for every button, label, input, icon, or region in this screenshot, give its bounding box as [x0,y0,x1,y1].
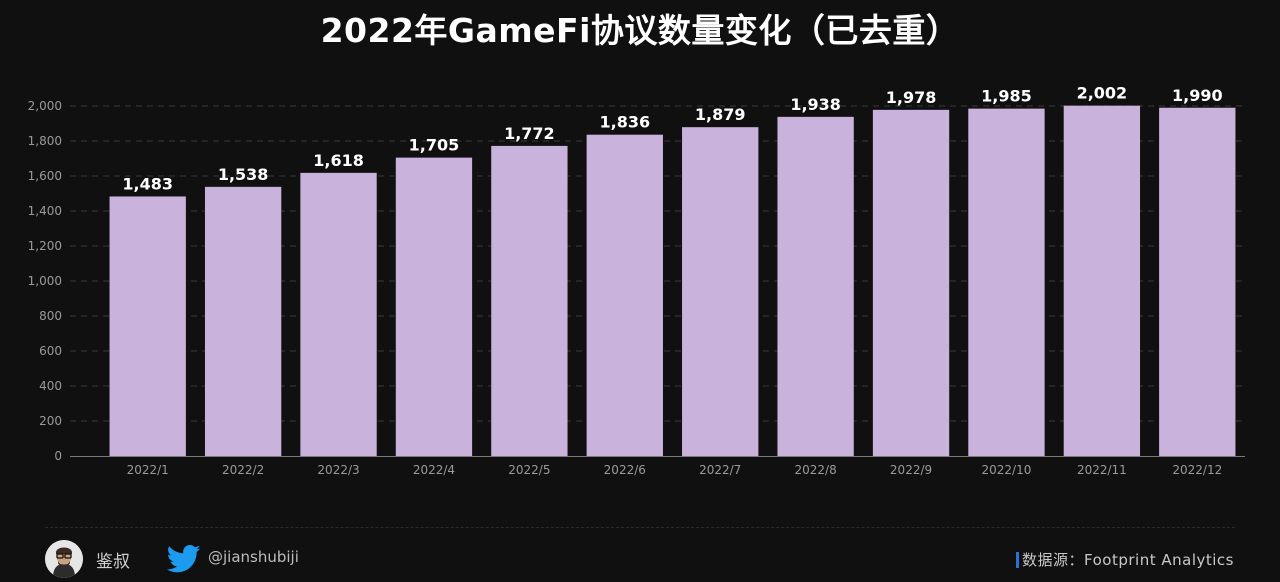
bar [300,172,377,456]
author-name: 鉴叔 [96,552,130,572]
y-tick-label: 200 [39,414,62,428]
x-tick-label: 2022/10 [982,463,1032,477]
x-tick-label: 2022/5 [508,463,550,477]
bar-value-label: 1,538 [218,165,269,184]
bar [491,145,568,456]
bar [204,186,282,456]
twitter-icon [166,544,201,574]
bar [1063,105,1141,457]
bar [1159,107,1236,456]
y-tick-label: 1,400 [28,204,62,218]
bar [586,134,663,456]
x-tick-label: 2022/9 [890,463,932,477]
bar-value-label: 1,879 [695,105,746,124]
bar-value-label: 2,002 [1077,84,1128,103]
y-tick-label: 1,800 [28,134,62,148]
bar-value-label: 1,985 [981,87,1032,106]
bar [395,157,473,456]
x-tick-label: 2022/4 [413,463,455,477]
x-tick-label: 2022/7 [699,463,741,477]
bar-value-label: 1,483 [122,174,173,193]
x-tick-label: 2022/12 [1172,463,1222,477]
twitter-handle: @jianshubiji [208,548,299,566]
x-tick-label: 2022/1 [127,463,169,477]
bar [968,108,1045,456]
y-tick-label: 800 [39,309,62,323]
x-tick-label: 2022/3 [317,463,359,477]
x-tick-label: 2022/11 [1077,463,1127,477]
x-tick-label: 2022/2 [222,463,264,477]
bar [872,109,950,456]
bar-value-label: 1,938 [790,95,841,114]
bar-chart: 1,483 1,538 1,618 1,705 1,772 1,836 1,879 1,938… [28,84,1245,477]
y-tick-label: 400 [39,379,62,393]
y-tick-label: 600 [39,344,62,358]
source-accent-bar [1016,552,1019,568]
chart-title: 2022年GameFi协议数量变化（已去重） [320,11,960,50]
bar-value-label: 1,772 [504,124,555,143]
y-tick-label: 1,200 [28,239,62,253]
author-avatar [45,540,83,578]
bar [777,116,854,456]
y-tick-label: 1,600 [28,169,62,183]
x-tick-label: 2022/6 [604,463,646,477]
x-tick-label: 2022/8 [795,463,837,477]
footer-divider [45,527,1235,528]
y-tick-label: 1,000 [28,274,62,288]
y-tick-label: 0 [54,449,62,463]
footer: 鉴叔 @jianshubiji 数据源：Footprint Analytics [0,535,1280,582]
bar [109,196,186,456]
data-source: 数据源：Footprint Analytics [1022,551,1234,569]
bar-value-label: 1,990 [1172,86,1223,105]
bar-value-label: 1,836 [599,113,650,132]
y-tick-label: 2,000 [28,99,62,113]
bar-value-label: 1,618 [313,151,364,170]
bar [682,127,759,457]
bar-value-label: 1,705 [409,136,460,155]
bar-value-label: 1,978 [886,88,937,107]
